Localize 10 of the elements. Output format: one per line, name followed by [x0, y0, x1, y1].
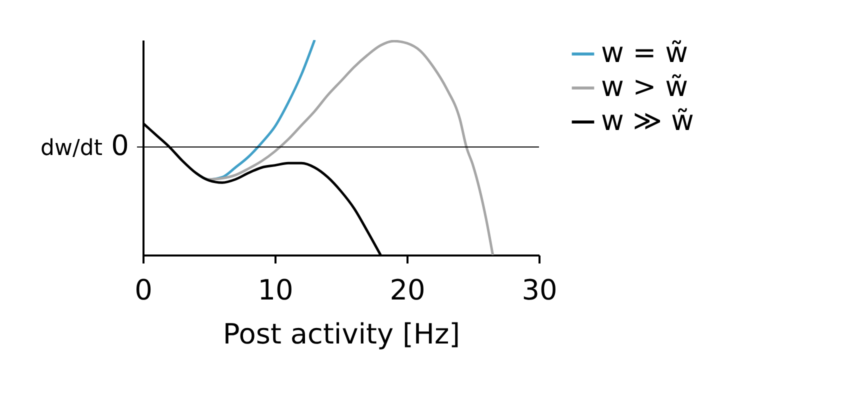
- x-tick-label: 20: [390, 274, 426, 306]
- x-tick-label: 30: [522, 274, 558, 306]
- legend-label: w = w̃: [601, 36, 688, 69]
- legend-label: w > w̃: [601, 70, 688, 103]
- legend-label: w ≫ w̃: [601, 104, 694, 137]
- x-axis-title: Post activity [Hz]: [222, 318, 460, 350]
- ref-line-label: 0: [111, 128, 129, 162]
- x-tick-label: 10: [258, 274, 294, 306]
- y-axis-title: dw/dt: [40, 136, 103, 161]
- x-tick-label: 0: [134, 274, 152, 306]
